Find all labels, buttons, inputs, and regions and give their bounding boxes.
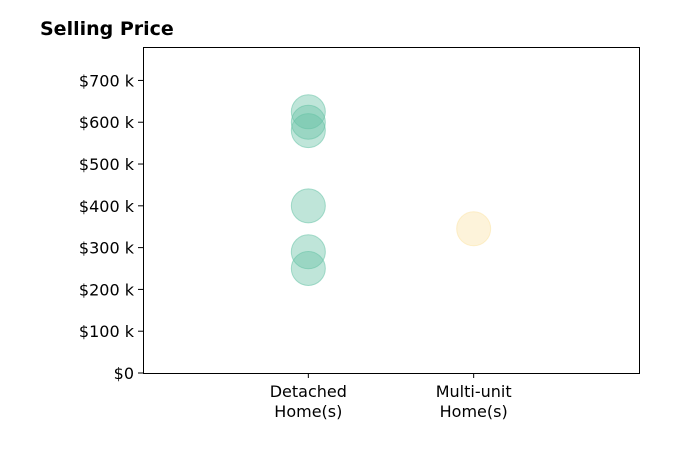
data-point bbox=[290, 104, 326, 140]
chart-title: Selling Price bbox=[40, 18, 174, 40]
y-tick-label: $400 k bbox=[79, 197, 135, 216]
y-tick-label: $600 k bbox=[79, 113, 135, 132]
plot-frame bbox=[143, 47, 640, 374]
x-tick-label: Detached Home(s) bbox=[270, 382, 347, 421]
y-tick-label: $300 k bbox=[79, 239, 135, 258]
x-axis: Detached Home(s) Multi-unit Home(s) bbox=[270, 373, 512, 421]
data-point bbox=[456, 211, 492, 247]
data-point bbox=[290, 251, 326, 287]
y-tick-label: $100 k bbox=[79, 322, 135, 341]
data-point bbox=[290, 94, 326, 130]
y-axis: $0 $100 k $200 k $300 k $400 k $500 k $600 k $7… bbox=[79, 71, 143, 383]
y-tick-label: $500 k bbox=[79, 155, 135, 174]
data-points bbox=[290, 94, 492, 287]
y-tick-label: $700 k bbox=[79, 71, 135, 90]
data-point bbox=[290, 113, 326, 149]
y-tick-label: $0 bbox=[114, 364, 134, 383]
y-tick-label: $200 k bbox=[79, 280, 135, 299]
data-point bbox=[290, 188, 326, 224]
x-tick-label: Multi-unit Home(s) bbox=[436, 382, 512, 421]
